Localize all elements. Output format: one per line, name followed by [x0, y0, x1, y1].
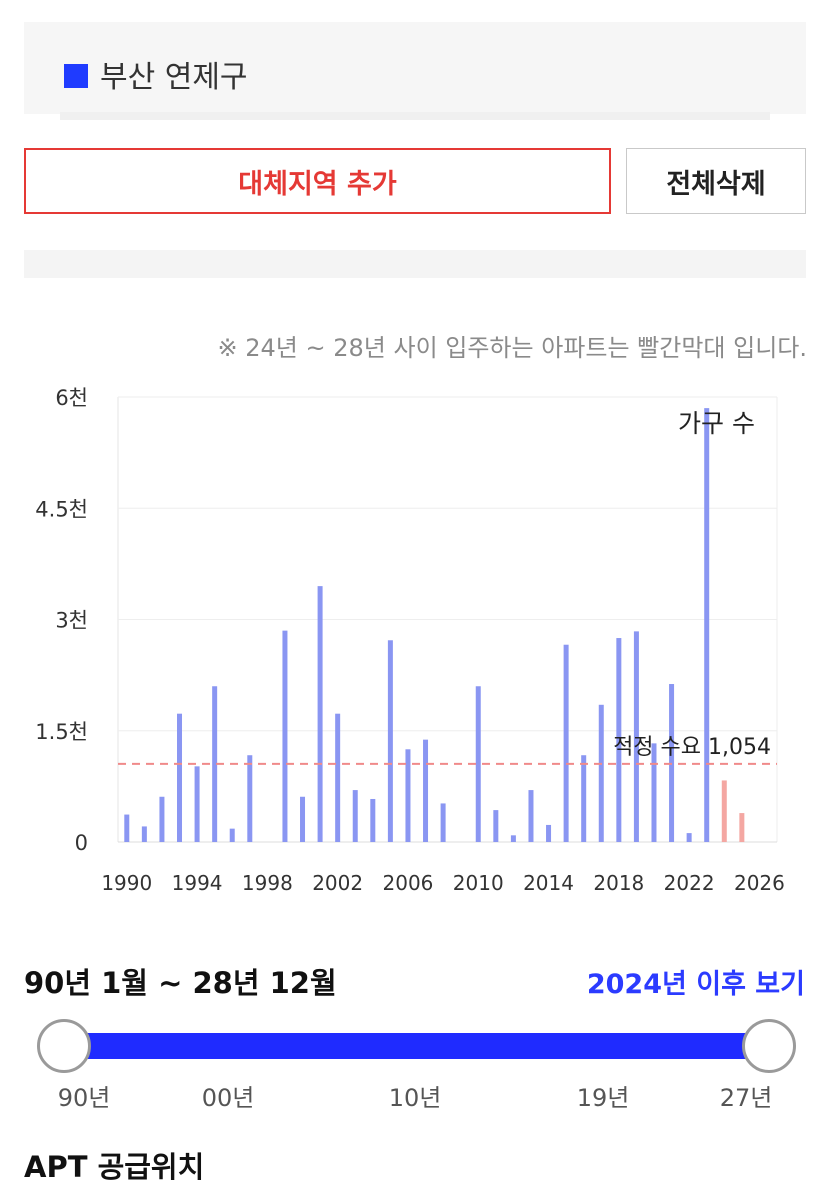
view-after-2024-link[interactable]: 2024년 이후 보기: [586, 969, 805, 1000]
bar: [475, 686, 481, 842]
slider-tick-label: 10년: [388, 1084, 442, 1112]
x-tick-label: 2006: [383, 871, 434, 895]
reference-line-label: 적정 수요 1,054: [613, 735, 771, 760]
x-tick-label: 1998: [242, 871, 293, 895]
bar: [704, 408, 710, 842]
x-tick-label: 2002: [312, 871, 363, 895]
bar: [229, 828, 235, 842]
bar: [405, 749, 411, 842]
slider-tick-label: 90년: [57, 1084, 111, 1112]
bar: [440, 803, 446, 842]
region-color-marker: [64, 64, 88, 88]
section-divider: [24, 250, 806, 278]
bar: [616, 638, 622, 842]
slider-tick-label: 00년: [201, 1084, 255, 1112]
bar: [686, 833, 692, 842]
bar: [721, 780, 727, 842]
bar: [598, 704, 604, 842]
x-tick-label: 1994: [172, 871, 223, 895]
bar: [370, 798, 376, 842]
chart-note: ※ 24년 ~ 28년 사이 입주하는 아파트는 빨간막대 입니다.: [217, 334, 807, 362]
bar: [387, 640, 393, 842]
slider-tick-label: 27년: [719, 1084, 773, 1112]
bar: [510, 835, 516, 842]
x-tick-label: 2014: [523, 871, 574, 895]
add-alternative-region-button[interactable]: 대체지역 추가: [24, 148, 611, 214]
bar: [739, 813, 745, 842]
y-tick-label: 0: [75, 831, 88, 855]
bar: [651, 743, 657, 842]
bar: [282, 630, 288, 842]
apt-supply-location-title: APT 공급위치: [24, 1150, 205, 1184]
bar: [633, 631, 639, 842]
bar: [546, 824, 552, 842]
bar: [317, 586, 323, 842]
region-card-shadow: [60, 112, 770, 120]
bar: [300, 796, 306, 842]
bar: [423, 739, 429, 842]
supply-bar-chart: 0 1.5천 3천 4.5천 6천 1990 1994 1998 2002 2006 2010 201…: [35, 386, 785, 895]
bar: [563, 644, 569, 842]
range-slider-track[interactable]: [64, 1033, 770, 1059]
y-tick-label: 3천: [55, 609, 88, 633]
bar: [124, 814, 130, 842]
bar: [528, 790, 534, 842]
x-tick-label: 2022: [664, 871, 715, 895]
clear-all-button[interactable]: 전체삭제: [626, 148, 806, 214]
y-tick-label: 6천: [55, 386, 88, 410]
bar: [581, 755, 587, 842]
y-tick-label: 1.5천: [35, 720, 88, 744]
bar: [493, 810, 499, 842]
bar: [247, 755, 253, 842]
bar: [177, 713, 183, 842]
x-tick-label: 2010: [453, 871, 504, 895]
bar: [141, 826, 147, 842]
x-tick-label: 2018: [593, 871, 644, 895]
region-card: 부산 연제구: [24, 22, 806, 114]
y-tick-label: 4.5천: [35, 497, 88, 521]
bar: [335, 713, 341, 842]
bar: [159, 796, 165, 842]
bar: [194, 766, 200, 842]
x-tick-label: 2026: [734, 871, 785, 895]
range-slider-start-handle[interactable]: [37, 1019, 91, 1073]
x-tick-label: 1990: [101, 871, 152, 895]
bar: [352, 790, 358, 842]
legend-label: 가구 수: [678, 409, 755, 438]
range-slider-end-handle[interactable]: [742, 1019, 796, 1073]
range-title: 90년 1월 ~ 28년 12월: [24, 966, 337, 1000]
region-name: 부산 연제구: [100, 60, 248, 95]
slider-tick-label: 19년: [576, 1084, 630, 1112]
bar: [212, 686, 218, 842]
